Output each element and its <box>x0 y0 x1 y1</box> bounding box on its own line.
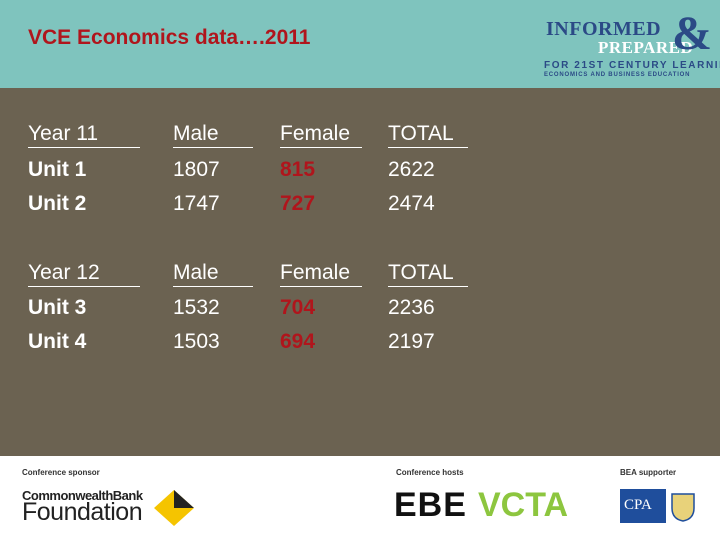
vcta-logo: VCTA <box>478 486 569 524</box>
cpa-logo: CPA <box>620 489 666 523</box>
table-row: Unit 2 1747 727 2474 <box>0 192 720 222</box>
male-value: 1503 <box>173 330 220 353</box>
female-value: 727 <box>280 192 316 215</box>
total-value: 2622 <box>388 158 435 181</box>
sponsor-footer: Conference sponsor CommonwealthBank Foun… <box>0 456 720 540</box>
year12-header-row: Year 12 Male Female TOTAL <box>0 261 720 291</box>
logo-line1: INFORMED <box>546 18 662 40</box>
female-header: Female <box>280 122 362 148</box>
male-value: 1807 <box>173 158 220 181</box>
cba-diamond-logo-icon <box>154 490 194 526</box>
unit-label: Unit 2 <box>28 192 87 215</box>
year11-label: Year 11 <box>28 122 140 148</box>
female-value: 815 <box>280 158 316 181</box>
supporter-caption: BEA supporter <box>620 468 677 477</box>
cpa-text: CPA <box>624 497 652 513</box>
table-row: Unit 4 1503 694 2197 <box>0 330 720 360</box>
logo-subline: ECONOMICS AND BUSINESS EDUCATION <box>544 72 691 78</box>
year11-header-row: Year 11 Male Female TOTAL <box>0 122 720 152</box>
informed-prepared-logo: INFORMED PREPARED & FOR 21ST CENTURY LEA… <box>540 7 720 82</box>
data-table: Year 11 Male Female TOTAL Unit 1 1807 81… <box>0 88 720 456</box>
table-row: Unit 3 1532 704 2236 <box>0 296 720 326</box>
total-value: 2236 <box>388 296 435 319</box>
male-value: 1532 <box>173 296 220 319</box>
page-title: VCE Economics data….2011 <box>28 26 311 49</box>
logo-tagline: FOR 21ST CENTURY LEARNING <box>544 60 720 71</box>
female-value: 694 <box>280 330 316 353</box>
table-row: Unit 1 1807 815 2622 <box>0 158 720 188</box>
unit-label: Unit 4 <box>28 330 87 353</box>
unit-label: Unit 1 <box>28 158 87 181</box>
sponsor-caption: Conference sponsor <box>22 468 100 477</box>
logo-ampersand: & <box>672 7 712 60</box>
total-value: 2474 <box>388 192 435 215</box>
year12-label: Year 12 <box>28 261 140 287</box>
crest-icon <box>671 493 695 522</box>
female-header: Female <box>280 261 362 287</box>
ebe-logo: EBE <box>394 486 467 524</box>
female-value: 704 <box>280 296 316 319</box>
male-header: Male <box>173 261 253 287</box>
unit-label: Unit 3 <box>28 296 87 319</box>
male-value: 1747 <box>173 192 220 215</box>
total-header: TOTAL <box>388 122 468 148</box>
total-header: TOTAL <box>388 261 468 287</box>
cba-name-line2: Foundation <box>22 498 143 526</box>
cba-name-line1: CommonwealthBank <box>22 488 143 503</box>
logo-line2: PREPARED <box>598 38 694 57</box>
total-value: 2197 <box>388 330 435 353</box>
header-bar: VCE Economics data….2011 INFORMED PREPAR… <box>0 0 720 88</box>
male-header: Male <box>173 122 253 148</box>
hosts-caption: Conference hosts <box>396 468 464 477</box>
